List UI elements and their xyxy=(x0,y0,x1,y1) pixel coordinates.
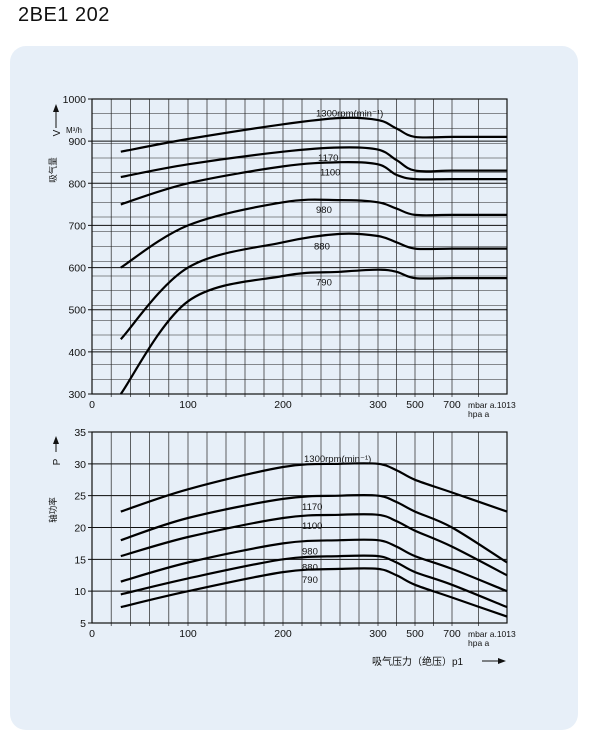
series-line xyxy=(120,146,507,179)
y-axis-symbol: P xyxy=(52,458,63,465)
y-tick-label: 5 xyxy=(80,618,86,630)
y-tick-label: 1000 xyxy=(63,94,87,106)
series-line xyxy=(120,198,507,269)
series-label: 880 xyxy=(302,562,318,573)
chart-panel xyxy=(10,46,578,730)
page-title: 2BE1 202 xyxy=(18,4,110,26)
series-label: 980 xyxy=(302,546,318,557)
y-tick-label: 20 xyxy=(74,523,86,535)
x-unit-label: hpa a xyxy=(468,409,490,419)
series-label: 1300rpm(min⁻¹) xyxy=(304,454,371,465)
plot-frame xyxy=(91,98,508,395)
x-unit-label: mbar a.1013 xyxy=(468,400,516,410)
y-tick-label: 600 xyxy=(68,263,86,275)
series-label: 880 xyxy=(314,242,330,253)
series-line xyxy=(120,161,507,206)
series-line xyxy=(120,493,508,564)
x-tick-label: 200 xyxy=(274,399,292,411)
y-tick-label: 30 xyxy=(74,459,86,471)
x-tick-label: 0 xyxy=(89,628,95,640)
series-label: 790 xyxy=(302,575,318,586)
series-label: 1100 xyxy=(302,521,322,532)
y-tick-label: 35 xyxy=(74,427,86,439)
y-axis-arrowhead xyxy=(53,436,59,444)
y-axis-symbol: V xyxy=(52,129,63,136)
series-label: 980 xyxy=(316,205,332,216)
series-label: 1170 xyxy=(318,153,338,164)
x-tick-label: 700 xyxy=(443,628,461,640)
y-tick-label: 25 xyxy=(74,491,86,503)
y-axis-unit: M³/h xyxy=(66,126,82,135)
x-tick-label: 700 xyxy=(443,399,461,411)
x-unit-label: hpa a xyxy=(468,638,490,648)
series-label: 1100 xyxy=(320,168,340,179)
x-tick-label: 100 xyxy=(179,628,197,640)
y-tick-label: 300 xyxy=(68,389,86,401)
x-axis-arrowhead xyxy=(498,658,506,664)
x-tick-label: 500 xyxy=(406,628,424,640)
y-axis-label: 吸气量 xyxy=(48,157,58,183)
x-tick-label: 500 xyxy=(406,399,424,411)
x-unit-label: mbar a.1013 xyxy=(468,629,516,639)
series-label: 790 xyxy=(316,278,332,289)
series-line xyxy=(120,462,508,513)
y-tick-label: 400 xyxy=(68,347,86,359)
series-line xyxy=(119,268,507,395)
series-line xyxy=(120,513,508,577)
plot-frame xyxy=(91,431,508,624)
y-tick-label: 15 xyxy=(74,554,86,566)
x-tick-label: 200 xyxy=(274,628,292,640)
series-label: 1300rpm(min⁻¹) xyxy=(316,109,383,120)
x-tick-label: 300 xyxy=(369,628,387,640)
series-line xyxy=(120,567,508,618)
series-line xyxy=(120,554,508,609)
x-axis-label: 吸气压力（绝压）p1 xyxy=(372,655,464,668)
y-tick-label: 700 xyxy=(68,220,86,232)
y-tick-label: 10 xyxy=(74,586,86,598)
y-tick-label: 800 xyxy=(68,178,86,190)
series-line xyxy=(120,116,507,153)
series-label: 1170 xyxy=(302,502,322,513)
y-tick-label: 500 xyxy=(68,305,86,317)
series-line xyxy=(119,232,507,340)
x-tick-label: 300 xyxy=(369,399,387,411)
y-axis-label: 轴功率 xyxy=(48,497,58,523)
x-tick-label: 0 xyxy=(89,399,95,411)
y-tick-label: 900 xyxy=(68,136,86,148)
y-axis-arrowhead xyxy=(53,104,59,112)
x-tick-label: 100 xyxy=(179,399,197,411)
series-line xyxy=(120,538,508,593)
